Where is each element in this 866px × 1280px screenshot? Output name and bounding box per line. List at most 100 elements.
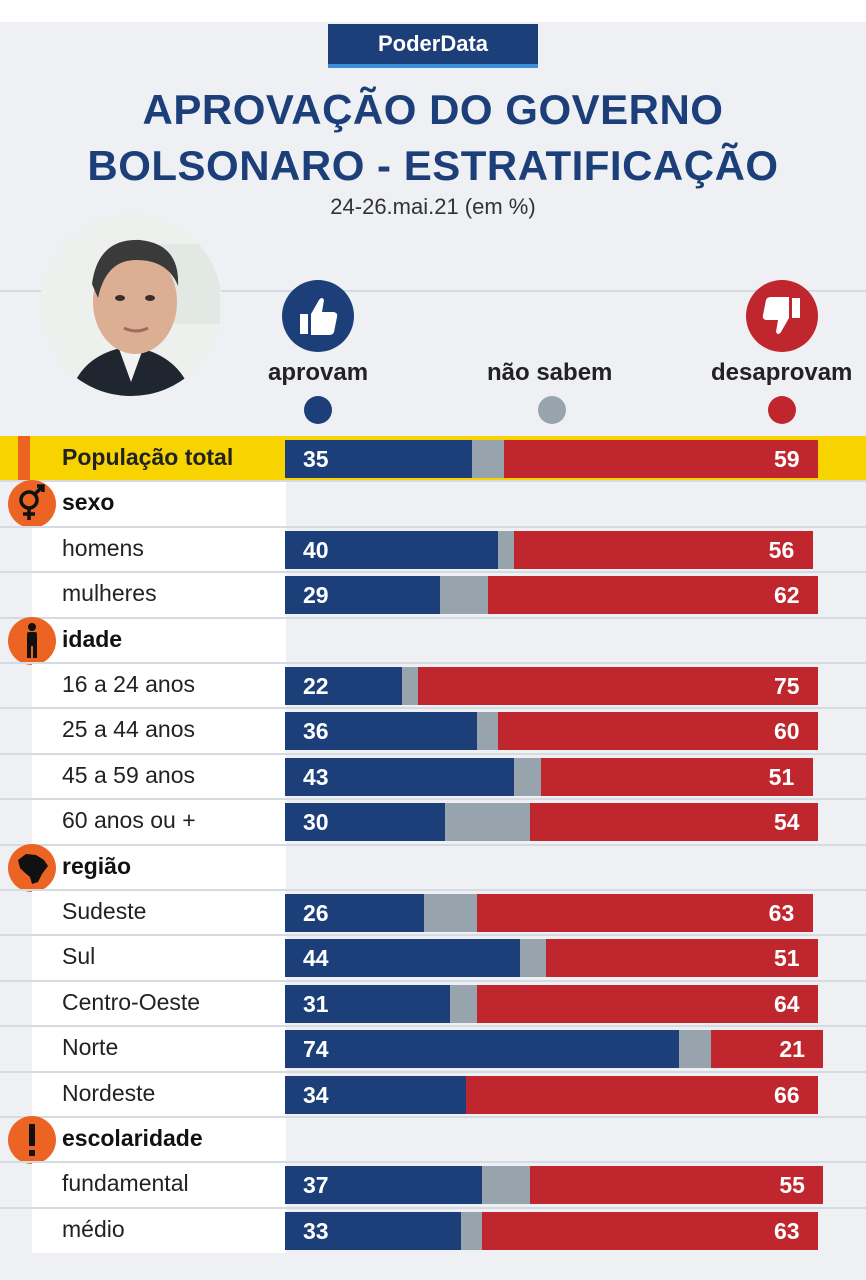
row-separator: [0, 1071, 866, 1073]
value-approve-nordeste: 34: [303, 1081, 329, 1108]
value-approve-populacao-total: 35: [303, 445, 329, 472]
value-approve-25-a-44-anos: 36: [303, 717, 329, 744]
value-disapprove-norte: 21: [779, 1035, 805, 1062]
value-disapprove-45-a-59-anos: 51: [768, 763, 795, 790]
label-cell-bg: [32, 1118, 286, 1162]
row-separator: [0, 934, 866, 936]
bar-approve-medio: [285, 1212, 461, 1250]
thumbs-down-icon: [746, 280, 818, 352]
value-disapprove-sul: 51: [774, 944, 800, 971]
label-cell-bg: [32, 846, 286, 890]
legend-unsure-label: não sabem: [487, 359, 613, 386]
bar-approve-nordeste: [285, 1076, 467, 1114]
bar-unsure-centro-oeste: [450, 985, 477, 1023]
value-disapprove-homens: 56: [768, 536, 795, 563]
bar-unsure-60-anos-ou: [444, 803, 531, 841]
row-label-medio: médio: [62, 1215, 125, 1242]
group-label-escolaridade: escolaridade: [62, 1124, 203, 1151]
label-cell-bg: [32, 936, 286, 980]
row-label-centro-oeste: Centro-Oeste: [62, 988, 201, 1015]
bar-approve-60-anos-ou: [285, 803, 445, 841]
value-disapprove-centro-oeste: 64: [774, 990, 800, 1017]
bar-approve-homens: [285, 531, 499, 569]
bar-approve-populacao-total: [285, 440, 472, 478]
bar-unsure-fundamental: [482, 1166, 531, 1204]
value-disapprove-populacao-total: 59: [774, 445, 800, 472]
row-label-60-anos-ou: 60 anos ou +: [62, 806, 196, 833]
bar-unsure-sul: [519, 939, 547, 977]
chart-subtitle: 24-26.mai.21 (em %): [330, 194, 536, 219]
row-separator: [0, 980, 866, 982]
bar-disapprove-populacao-total: [503, 440, 818, 478]
bar-unsure-homens: [498, 531, 515, 569]
bar-disapprove-norte: [711, 1030, 824, 1068]
bar-disapprove-fundamental: [530, 1166, 824, 1204]
row-separator: [0, 889, 866, 891]
chart-title-line-2: BOLSONARO - ESTRATIFICAÇÃO: [87, 142, 779, 189]
bar-disapprove-sul: [546, 939, 818, 977]
label-cell-bg: [32, 573, 286, 617]
row-label-sul: Sul: [62, 942, 96, 969]
value-approve-mulheres: 29: [303, 581, 329, 608]
group-label-sexo: sexo: [62, 488, 115, 515]
label-cell-bg: [32, 528, 286, 572]
bar-disapprove-mulheres: [487, 576, 818, 614]
value-approve-homens: 40: [303, 536, 329, 563]
person-icon: [8, 617, 56, 665]
bar-approve-sudeste: [285, 894, 424, 932]
legend-approve-label: aprovam: [268, 359, 369, 386]
chart-title-line-1: APROVAÇÃO DO GOVERNO: [142, 86, 724, 133]
label-cell-bg: [32, 755, 286, 799]
row-label-homens: homens: [62, 534, 144, 561]
value-approve-16-a-24-anos: 22: [303, 672, 329, 699]
value-approve-45-a-59-anos: 43: [303, 763, 329, 790]
row-label-16-a-24-anos: 16 a 24 anos: [62, 670, 196, 697]
label-cell-bg: [32, 891, 286, 935]
legend-disapprove-dot: [768, 396, 796, 424]
row-separator: [0, 1207, 866, 1209]
bar-disapprove-45-a-59-anos: [540, 758, 813, 796]
bar-approve-25-a-44-anos: [285, 712, 477, 750]
value-disapprove-60-anos-ou: 54: [774, 808, 800, 835]
value-approve-fundamental: 37: [303, 1171, 329, 1198]
value-disapprove-medio: 63: [774, 1217, 800, 1244]
bar-approve-centro-oeste: [285, 985, 451, 1023]
value-approve-medio: 33: [303, 1217, 329, 1244]
bar-disapprove-16-a-24-anos: [418, 667, 818, 705]
header-divider: [0, 290, 866, 292]
bar-disapprove-homens: [514, 531, 813, 569]
row-separator: [0, 844, 866, 846]
portrait-photo: [40, 214, 222, 396]
bar-unsure-mulheres: [439, 576, 488, 614]
row-label-fundamental: fundamental: [62, 1169, 189, 1196]
row-label-25-a-44-anos: 25 a 44 anos: [62, 715, 196, 742]
label-cell-bg: [32, 800, 286, 844]
gender-icon: [8, 480, 56, 528]
brazil-map-icon: [8, 844, 56, 892]
label-cell-bg: [32, 664, 286, 708]
value-approve-60-anos-ou: 30: [303, 808, 329, 835]
bar-disapprove-25-a-44-anos: [498, 712, 818, 750]
label-cell-bg: [32, 1073, 286, 1117]
bar-approve-fundamental: [285, 1166, 483, 1204]
bar-approve-sul: [285, 939, 520, 977]
row-separator: [0, 707, 866, 709]
value-approve-norte: 74: [303, 1035, 329, 1062]
row-separator: [0, 1161, 866, 1163]
legend-unsure-dot: [538, 396, 566, 424]
brand-badge: PoderData: [328, 24, 538, 68]
bar-disapprove-medio: [482, 1212, 818, 1250]
row-label-nordeste: Nordeste: [62, 1079, 156, 1106]
bar-approve-norte: [285, 1030, 680, 1068]
row-label-mulheres: mulheres: [62, 579, 157, 606]
label-cell-bg: [32, 1027, 286, 1071]
group-label-idade: idade: [62, 625, 123, 652]
row-separator: [0, 1025, 866, 1027]
bar-unsure-medio: [460, 1212, 483, 1250]
exclamation-icon: [8, 1116, 56, 1164]
bar-disapprove-centro-oeste: [476, 985, 818, 1023]
label-cell-bg: [32, 709, 286, 753]
bar-disapprove-nordeste: [466, 1076, 818, 1114]
thumbs-up-icon: [282, 280, 354, 352]
row-label-45-a-59-anos: 45 a 59 anos: [62, 761, 196, 788]
